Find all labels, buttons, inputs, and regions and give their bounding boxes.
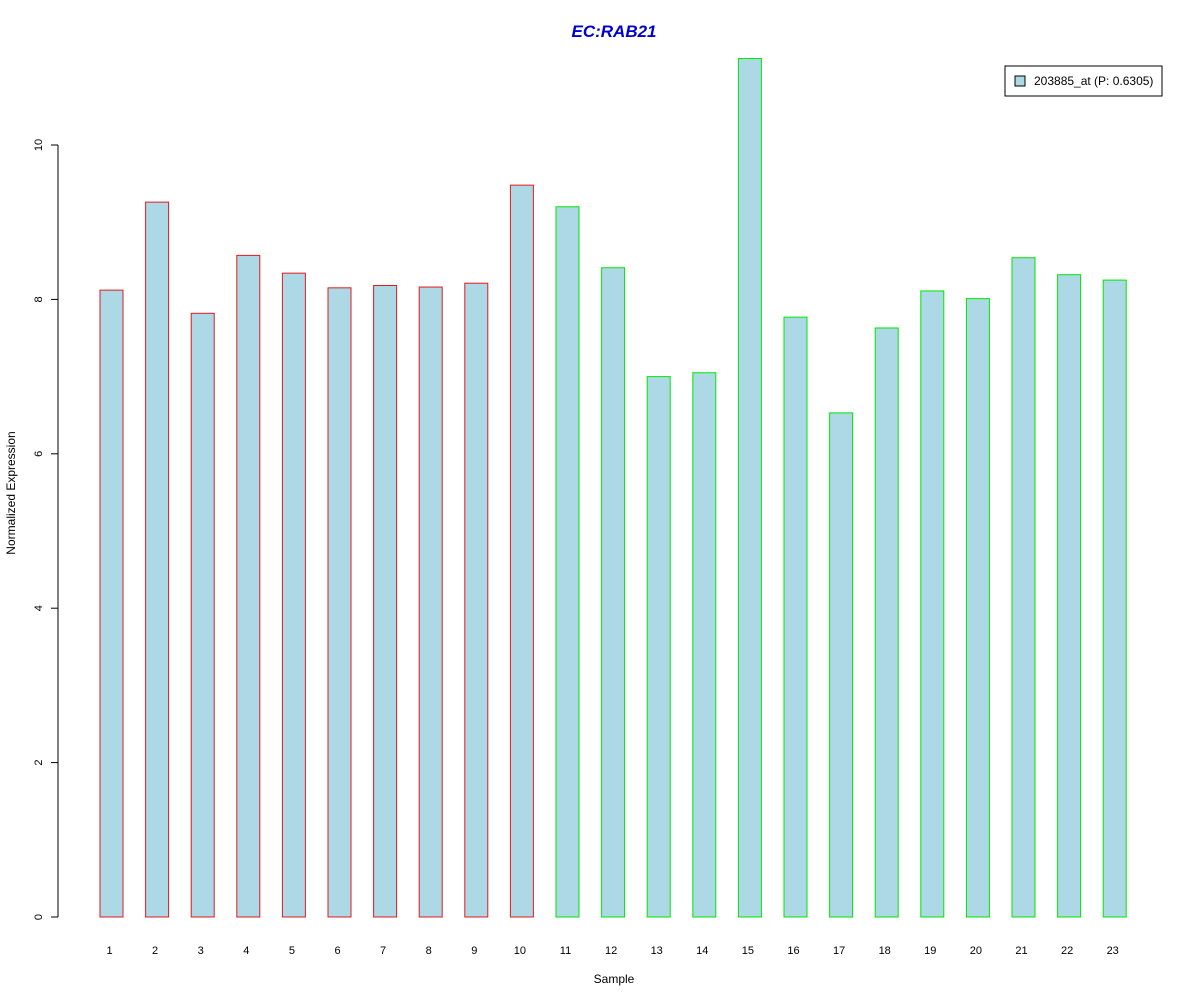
bar-sample-12: [601, 267, 626, 918]
x-tick-label: 5: [289, 945, 295, 957]
x-tick-label: 19: [924, 945, 936, 957]
x-tick-label: 20: [970, 945, 982, 957]
x-tick-label: 23: [1107, 945, 1119, 957]
x-tick-label: 9: [471, 945, 477, 957]
bar-sample-7: [373, 285, 398, 918]
bar-sample-18: [874, 327, 899, 918]
bar-sample-13: [646, 376, 671, 918]
legend-swatch: [1014, 75, 1026, 87]
bar-sample-17: [829, 412, 854, 918]
x-tick-label: 16: [787, 945, 799, 957]
legend: 203885_at (P: 0.6305): [1004, 65, 1163, 97]
y-tick-label: 8: [33, 296, 45, 302]
bar-sample-3: [190, 312, 215, 918]
legend-label: 203885_at (P: 0.6305): [1034, 74, 1153, 88]
bar-sample-21: [1011, 257, 1036, 918]
y-tick-label: 0: [33, 914, 45, 920]
y-axis-ticks: 0 2 4 6 8 10: [33, 139, 58, 920]
x-tick-label: 6: [334, 945, 340, 957]
bar-sample-5: [281, 272, 306, 918]
y-tick-label: 10: [33, 139, 45, 151]
x-tick-label: 14: [696, 945, 708, 957]
bar-sample-9: [464, 282, 489, 918]
bar-sample-16: [783, 316, 808, 918]
bar-sample-11: [555, 206, 580, 918]
bar-sample-6: [327, 287, 352, 918]
y-tick-label: 6: [33, 451, 45, 457]
bar-sample-15: [737, 58, 762, 918]
x-tick-label: 12: [605, 945, 617, 957]
bars: [99, 58, 1127, 918]
y-tick-label: 4: [33, 605, 45, 611]
x-tick-label: 11: [560, 945, 571, 957]
bar-sample-10: [509, 184, 534, 918]
x-tick-label: 10: [514, 945, 526, 957]
x-tick-label: 8: [426, 945, 432, 957]
x-tick-label: 13: [651, 945, 663, 957]
x-tick-label: 17: [833, 945, 845, 957]
x-axis-label: Sample: [594, 972, 635, 986]
bar-sample-19: [920, 290, 945, 918]
bar-sample-22: [1057, 274, 1082, 918]
x-tick-label: 2: [152, 945, 158, 957]
x-tick-label: 21: [1015, 945, 1027, 957]
x-tick-label: 3: [198, 945, 204, 957]
bar-sample-4: [236, 254, 261, 918]
legend-box: [1004, 65, 1163, 97]
bar-sample-1: [99, 289, 124, 918]
bar-sample-20: [965, 298, 990, 918]
bar-sample-8: [418, 286, 443, 918]
x-tick-label: 1: [106, 945, 112, 957]
bar-sample-23: [1102, 279, 1127, 918]
chart-title: EC:RAB21: [571, 22, 656, 41]
bar-sample-2: [145, 201, 170, 918]
x-tick-label: 4: [243, 945, 249, 957]
bar-sample-14: [692, 372, 717, 918]
y-tick-label: 2: [33, 760, 45, 766]
x-tick-label: 7: [380, 945, 386, 957]
x-tick-label: 22: [1061, 945, 1073, 957]
x-tick-label: 15: [742, 945, 754, 957]
x-axis-tick-labels: 1 2 3 4 5 6 7 8 9 10 11 12 13 14 15 16 17 18 19 20 21 22 23: [106, 945, 1118, 957]
y-axis-label: Normalized Expression: [4, 431, 18, 554]
x-tick-label: 18: [879, 945, 891, 957]
